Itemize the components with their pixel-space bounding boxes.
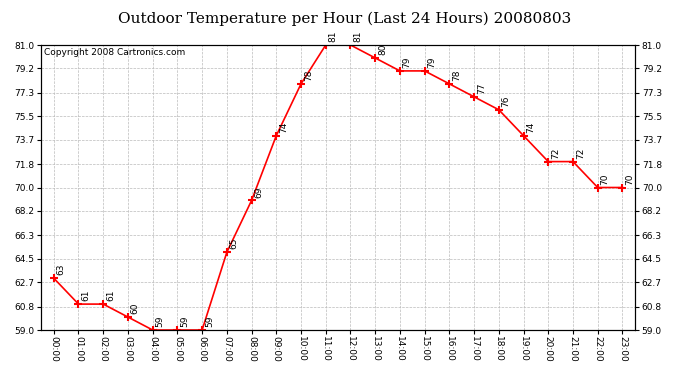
Text: 81: 81 (328, 31, 337, 42)
Text: 65: 65 (230, 238, 239, 249)
Text: 72: 72 (551, 147, 560, 159)
Text: 70: 70 (625, 173, 634, 185)
Text: 78: 78 (452, 70, 461, 81)
Text: 63: 63 (57, 264, 66, 275)
Text: 59: 59 (155, 316, 164, 327)
Text: 74: 74 (526, 122, 535, 133)
Text: 76: 76 (502, 96, 511, 107)
Text: 61: 61 (106, 290, 115, 302)
Text: 61: 61 (81, 290, 90, 302)
Text: 81: 81 (353, 31, 362, 42)
Text: 74: 74 (279, 122, 288, 133)
Text: 69: 69 (255, 186, 264, 198)
Text: 80: 80 (378, 44, 387, 55)
Text: 59: 59 (180, 316, 189, 327)
Text: 78: 78 (304, 70, 313, 81)
Text: 77: 77 (477, 82, 486, 94)
Text: 70: 70 (600, 173, 609, 185)
Text: Outdoor Temperature per Hour (Last 24 Hours) 20080803: Outdoor Temperature per Hour (Last 24 Ho… (119, 11, 571, 26)
Text: 59: 59 (205, 316, 214, 327)
Text: 60: 60 (130, 303, 139, 314)
Text: 79: 79 (403, 57, 412, 68)
Text: 72: 72 (575, 147, 584, 159)
Text: Copyright 2008 Cartronics.com: Copyright 2008 Cartronics.com (44, 48, 186, 57)
Text: 79: 79 (427, 57, 436, 68)
